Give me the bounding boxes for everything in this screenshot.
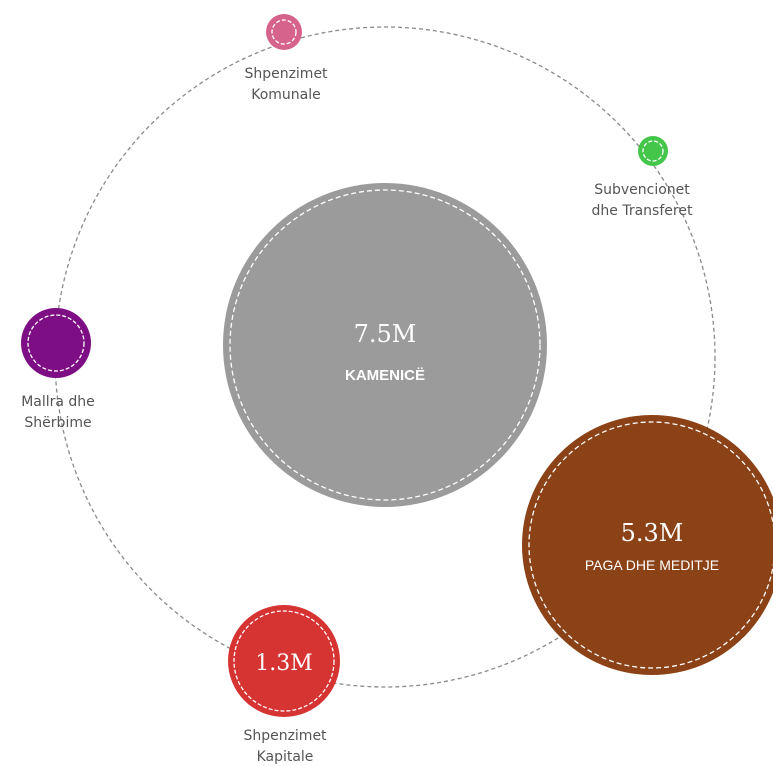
center-label: KAMENICË <box>345 367 425 384</box>
bubble-mallra-sherbime[interactable] <box>21 308 91 378</box>
paga-meditje-label: PAGA DHE MEDITJE <box>585 557 719 573</box>
label-mallra-sherbime-line1: Mallra dhe <box>21 394 95 410</box>
label-mallra-sherbime-line2: Shërbime <box>24 415 91 431</box>
center-bubble-fill <box>223 183 547 507</box>
label-subvencionet-transferet-line1: Subvencionet <box>594 182 690 198</box>
bubble-paga-meditje[interactable]: 5.3M PAGA DHE MEDITJE <box>522 415 773 675</box>
shpenzimet-kapitale-value: 1.3M <box>255 651 313 676</box>
label-subvencionet-transferet-line2: dhe Transferet <box>592 203 693 219</box>
bubble-subvencionet-transferet-dash <box>642 140 664 162</box>
label-shpenzimet-komunale-line2: Komunale <box>251 87 321 103</box>
bubble-mallra-sherbime-dash <box>27 314 85 372</box>
bubble-shpenzimet-kapitale-fill <box>228 605 340 717</box>
center-bubble-dash <box>229 189 541 501</box>
center-bubble[interactable]: 7.5M KAMENICË <box>223 183 547 507</box>
label-shpenzimet-kapitale-line2: Kapitale <box>257 749 314 765</box>
bubble-shpenzimet-kapitale[interactable]: 1.3M <box>228 605 340 717</box>
bubble-shpenzimet-komunale[interactable] <box>266 14 302 50</box>
bubble-paga-meditje-fill <box>522 415 773 675</box>
label-shpenzimet-komunale-line1: Shpenzimet <box>244 66 328 82</box>
bubble-mallra-sherbime-fill <box>21 308 91 378</box>
paga-meditje-value: 5.3M <box>621 519 684 547</box>
bubble-shpenzimet-komunale-fill <box>266 14 302 50</box>
bubble-shpenzimet-komunale-dash <box>271 19 297 45</box>
center-value: 7.5M <box>354 320 417 348</box>
label-shpenzimet-kapitale-line1: Shpenzimet <box>243 728 327 744</box>
bubble-subvencionet-transferet[interactable] <box>638 136 668 166</box>
bubble-paga-meditje-dash <box>528 421 773 669</box>
bubble-shpenzimet-kapitale-dash <box>233 610 335 712</box>
